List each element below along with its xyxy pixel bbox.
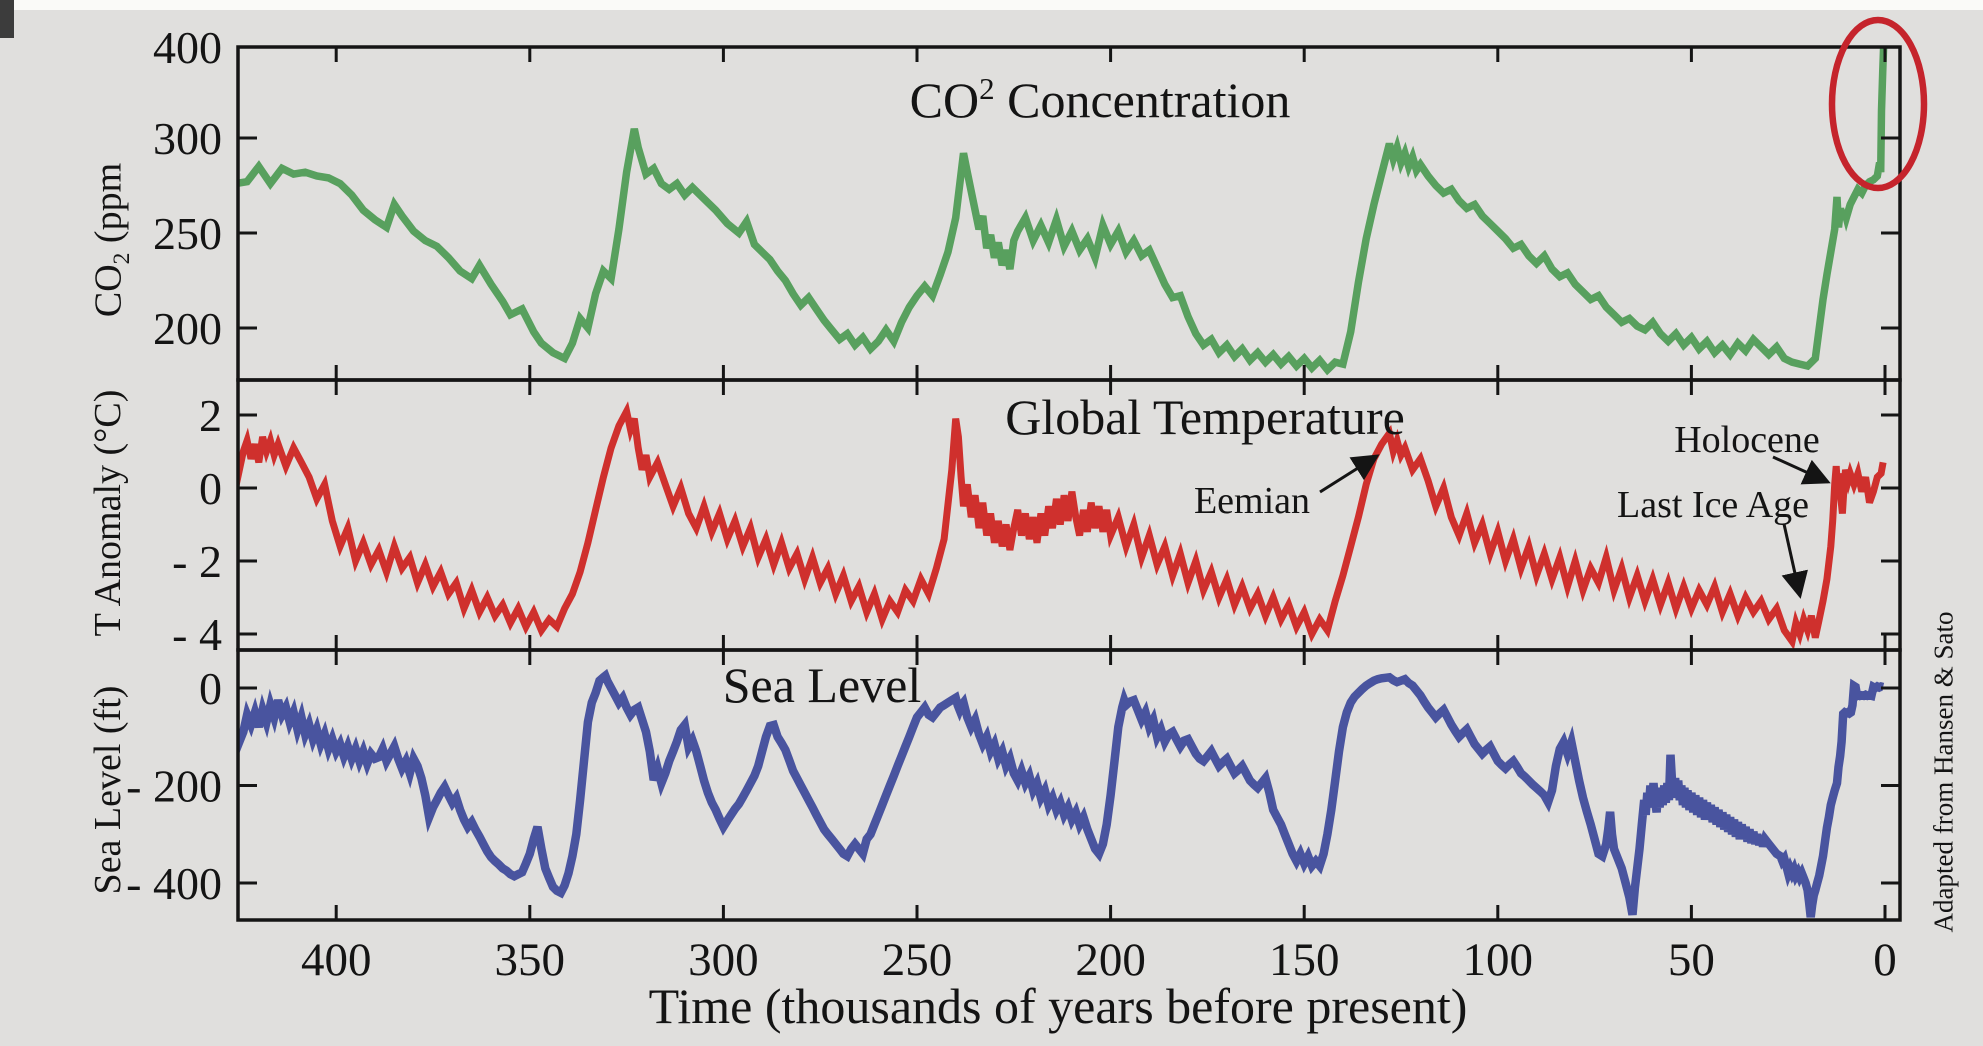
x-tick-label-50: 50 <box>1668 934 1715 986</box>
sea-ytick-label--200: - 200 <box>126 761 222 812</box>
co2-panel-title: CO2 Concentration <box>910 73 1291 125</box>
x-tick-label-150: 150 <box>1269 934 1340 986</box>
temp-ytick-label-2: 2 <box>199 390 222 441</box>
last-ice-age-annotation-label: Last Ice Age <box>1616 484 1810 526</box>
co2-ytick-label-250: 250 <box>153 208 222 259</box>
sea-ytick-label--400: - 400 <box>126 858 222 909</box>
temp-ytick-label--2: - 2 <box>172 536 222 587</box>
temp-ytick-label--4: - 4 <box>172 609 222 660</box>
co2-y-axis-title: CO2 (ppm <box>87 162 136 318</box>
co2-title-superscript: 2 <box>979 71 995 107</box>
x-tick-label-250: 250 <box>882 934 953 986</box>
co2-ylabel-subscript: 2 <box>109 252 136 265</box>
x-tick-label-200: 200 <box>1075 934 1146 986</box>
x-tick-label-100: 100 <box>1463 934 1534 986</box>
corner-artifact <box>0 0 14 38</box>
x-tick-label-0: 0 <box>1873 934 1897 986</box>
co2-ytick-label-300: 300 <box>153 113 222 164</box>
co2-ylabel-prefix: CO <box>87 264 130 318</box>
sea-series-line <box>238 668 1885 918</box>
temperature-y-axis-title: T Anomaly (°C) <box>87 389 129 637</box>
co2-title-prefix: CO <box>909 71 980 128</box>
last-ice-age-arrow <box>1781 523 1808 599</box>
eemian-annotation-label: Eemian <box>1193 480 1311 522</box>
co2-ylabel-suffix: (ppm <box>87 162 130 253</box>
source-credit: Adapted from Hansen & Sato <box>1928 611 1959 933</box>
holocene-annotation-label: Holocene <box>1674 419 1820 461</box>
holocene-arrow <box>1772 455 1831 485</box>
x-axis-title: Time (thousands of years before present) <box>648 978 1468 1034</box>
x-tick-label-350: 350 <box>495 934 566 986</box>
sea-ytick-label-0: 0 <box>199 663 222 714</box>
co2-title-suffix: Concentration <box>994 71 1291 128</box>
modern-co2-highlight-ellipse <box>1828 16 1928 192</box>
eemian-arrow <box>1319 454 1380 494</box>
co2-series-line <box>238 46 1888 376</box>
temp-ytick-label-0: 0 <box>199 463 222 514</box>
co2-ytick-label-200: 200 <box>153 303 222 354</box>
temp-series-line <box>238 401 1887 650</box>
sea-level-y-axis-title: Sea Level (ft) <box>87 685 129 895</box>
x-tick-label-400: 400 <box>301 934 372 986</box>
co2-ytick-label-400: 400 <box>153 22 222 73</box>
sea-level-panel-title: Sea Level <box>722 657 922 713</box>
temperature-panel-title: Global Temperature <box>1005 389 1405 445</box>
x-tick-label-300: 300 <box>688 934 759 986</box>
top-strip <box>0 0 1983 10</box>
